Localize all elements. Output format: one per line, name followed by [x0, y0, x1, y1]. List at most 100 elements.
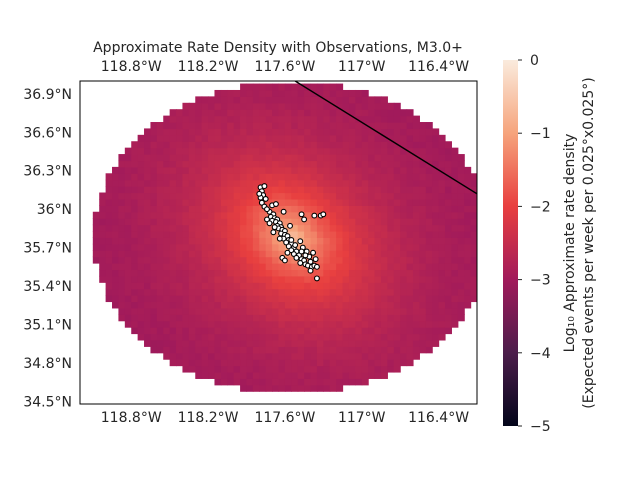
heat-cell: [195, 109, 203, 117]
heat-cell: [169, 115, 177, 123]
heat-cell: [259, 250, 267, 258]
heat-cell: [118, 269, 126, 277]
heat-cell: [336, 154, 344, 162]
heat-cell: [259, 147, 267, 155]
heat-cell: [297, 179, 305, 187]
heat-cell: [336, 205, 344, 213]
heat-cell: [477, 225, 484, 232]
heat-cell: [284, 96, 292, 104]
heat-cell: [131, 211, 139, 219]
heat-cell: [208, 115, 216, 123]
heat-cell: [425, 282, 433, 290]
heat-cell: [342, 192, 350, 200]
heat-cell: [323, 301, 331, 309]
heat-cell: [137, 230, 145, 238]
heat-cell: [297, 166, 305, 174]
heat-cell: [291, 230, 299, 238]
heat-cell: [227, 160, 235, 168]
heat-cell: [355, 314, 363, 322]
heat-cell: [208, 134, 216, 142]
heat-cell: [304, 339, 312, 347]
heat-cell: [336, 295, 344, 303]
heat-cell: [323, 122, 331, 130]
heat-cell: [329, 301, 337, 309]
heat-cell: [406, 179, 414, 187]
heat-cell: [252, 122, 260, 130]
heat-cell: [348, 288, 356, 296]
heat-cell: [336, 275, 344, 283]
heat-cell: [176, 333, 184, 341]
heat-cell: [291, 211, 299, 219]
bottom-x-tick-label: 117.6°W: [254, 410, 315, 426]
heat-cell: [361, 314, 369, 322]
heat-cell: [278, 186, 286, 194]
heat-cell: [316, 314, 324, 322]
heat-cell: [169, 230, 177, 238]
heat-cell: [195, 173, 203, 181]
heat-cell: [233, 186, 241, 194]
heat-cell: [297, 96, 305, 104]
heat-cell: [272, 134, 280, 142]
heat-cell: [182, 230, 190, 238]
heat-cell: [156, 275, 164, 283]
heat-cell: [124, 288, 132, 296]
heat-cell: [169, 307, 177, 315]
heat-cell: [137, 263, 145, 271]
heat-cell: [412, 141, 420, 149]
heat-cell: [176, 211, 184, 219]
heat-cell: [374, 166, 382, 174]
heat-cell: [163, 339, 171, 347]
heat-cell: [124, 295, 132, 303]
heat-cell: [208, 109, 216, 117]
heat-cell: [304, 365, 312, 373]
heat-cell: [195, 256, 203, 264]
heat-cell: [470, 218, 477, 226]
heat-cell: [265, 198, 273, 206]
heat-cell: [220, 243, 228, 251]
heat-cell: [124, 282, 132, 290]
heat-cell: [361, 134, 369, 142]
heat-cell: [208, 205, 216, 213]
heat-cell: [169, 275, 177, 283]
heat-cell: [240, 282, 248, 290]
heat-cell: [156, 205, 164, 213]
heat-cell: [361, 192, 369, 200]
heat-cell: [412, 269, 420, 277]
heat-cell: [329, 359, 337, 367]
heat-cell: [195, 102, 203, 110]
heat-cell: [412, 211, 420, 219]
heat-cell: [361, 237, 369, 245]
heat-cell: [246, 365, 254, 373]
heat-cell: [272, 166, 280, 174]
heat-cell: [201, 186, 209, 194]
heat-cell: [169, 109, 177, 117]
heat-cell: [259, 179, 267, 187]
heat-cell: [348, 314, 356, 322]
heat-cell: [182, 211, 190, 219]
heat-cell: [144, 282, 152, 290]
heat-cell: [425, 237, 433, 245]
heat-cell: [412, 230, 420, 238]
heat-cell: [201, 154, 209, 162]
heat-cell: [336, 371, 344, 379]
heat-cell: [297, 224, 305, 232]
heat-cell: [150, 141, 158, 149]
heat-cell: [304, 109, 312, 117]
heat-cell: [259, 211, 267, 219]
heat-cell: [425, 186, 433, 194]
heat-cell: [182, 275, 190, 283]
heat-cell: [246, 371, 254, 379]
heat-cell: [246, 320, 254, 328]
heat-cell: [272, 295, 280, 303]
heat-cell: [297, 186, 305, 194]
heat-cell: [201, 211, 209, 219]
heat-cell: [188, 128, 196, 136]
heat-cell: [361, 89, 369, 97]
heat-cell: [425, 179, 433, 187]
heat-cell: [323, 115, 331, 123]
heat-cell: [240, 333, 248, 341]
heat-cell: [112, 243, 120, 251]
heat-cell: [438, 198, 446, 206]
heat-cell: [176, 256, 184, 264]
heat-cell: [400, 134, 408, 142]
